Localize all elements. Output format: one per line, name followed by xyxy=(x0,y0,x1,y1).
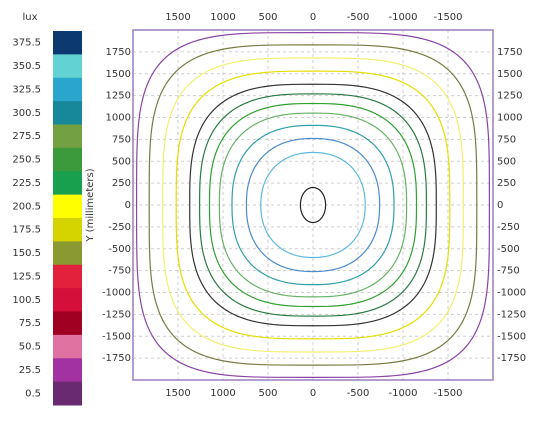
x-tick-label: 1000 xyxy=(210,388,235,399)
legend-label: 225.5 xyxy=(12,178,41,189)
legend-swatch xyxy=(53,31,82,55)
y-tick-label: -250 xyxy=(108,222,131,233)
y-tick-label: 500 xyxy=(497,156,516,167)
y-tick-label: 1000 xyxy=(497,113,522,124)
contours xyxy=(135,32,491,378)
y-tick-label: 1000 xyxy=(106,113,131,124)
legend-label: 0.5 xyxy=(25,388,41,399)
contour-line xyxy=(208,102,418,308)
y-tick-label: 750 xyxy=(497,134,516,145)
y-tick-label: 1250 xyxy=(106,91,131,102)
y-tick-label: -1750 xyxy=(497,353,526,364)
legend-swatch xyxy=(53,288,82,312)
legend-swatch xyxy=(53,358,82,383)
y-tick-label: -1750 xyxy=(102,353,131,364)
plot-border xyxy=(132,29,494,381)
legend-swatch xyxy=(53,124,82,149)
legend-label: 375.5 xyxy=(12,38,41,49)
contour-line xyxy=(162,57,464,353)
legend-label: 25.5 xyxy=(19,365,41,376)
x-tick-label: 500 xyxy=(258,388,277,399)
x-tick-label: 1000 xyxy=(210,12,235,23)
x-tick-label: -1000 xyxy=(388,388,417,399)
y-tick-label: -500 xyxy=(497,244,520,255)
x-tick-label: 500 xyxy=(258,12,277,23)
y-tick-label: 1500 xyxy=(106,69,131,80)
x-tick-label: 1500 xyxy=(165,388,190,399)
legend-label: 350.5 xyxy=(12,61,41,72)
contour-line xyxy=(189,83,437,327)
legend-swatch xyxy=(53,77,82,102)
legend-label: 50.5 xyxy=(19,342,41,353)
contour-line xyxy=(245,137,381,273)
contour-line xyxy=(198,93,428,317)
legend-swatch xyxy=(53,264,82,289)
legend-title: lux xyxy=(22,12,37,23)
legend-label: 275.5 xyxy=(12,131,41,142)
contour-line xyxy=(299,186,327,224)
contour-line xyxy=(260,151,366,259)
y-tick-label: 1250 xyxy=(497,91,522,102)
y-tick-label: 1500 xyxy=(497,69,522,80)
legend-swatch xyxy=(53,311,82,336)
legend-swatch xyxy=(53,147,82,172)
contour-line xyxy=(148,44,478,366)
y-tick-label: -1000 xyxy=(102,288,131,299)
y-axis-label: Y (millimeters) xyxy=(85,168,96,242)
x-tick-label: -500 xyxy=(347,12,370,23)
legend-swatch xyxy=(53,241,82,266)
y-tick-label: -1000 xyxy=(497,288,526,299)
y-tick-label: 750 xyxy=(112,134,131,145)
legend-swatch xyxy=(53,334,82,359)
contour-line xyxy=(175,70,451,340)
legend-label: 100.5 xyxy=(12,295,41,306)
y-tick-label: 250 xyxy=(497,178,516,189)
y-tick-label: -250 xyxy=(497,222,520,233)
x-tick-label: 0 xyxy=(310,388,316,399)
y-tick-label: -1250 xyxy=(102,309,131,320)
legend-swatch xyxy=(53,101,82,125)
y-tick-label: 1750 xyxy=(106,47,131,58)
contour-line xyxy=(231,124,395,286)
legend-label: 175.5 xyxy=(12,225,41,236)
legend-label: 300.5 xyxy=(12,108,41,119)
y-tick-label: -500 xyxy=(108,244,131,255)
y-tick-label: 0 xyxy=(125,200,131,211)
x-tick-label: 0 xyxy=(310,12,316,23)
y-tick-label: -750 xyxy=(497,266,520,277)
y-tick-label: 500 xyxy=(112,156,131,167)
legend-label: 325.5 xyxy=(12,84,41,95)
legend-swatch xyxy=(53,54,82,79)
legend-swatch xyxy=(53,194,82,219)
y-tick-label: 250 xyxy=(112,178,131,189)
x-tick-label: -1000 xyxy=(388,12,417,23)
y-tick-label: -1500 xyxy=(102,331,131,342)
y-tick-label: 0 xyxy=(497,200,503,211)
contour-line xyxy=(218,112,408,298)
y-tick-label: -1500 xyxy=(497,331,526,342)
x-tick-label: -500 xyxy=(347,388,370,399)
legend-label: 200.5 xyxy=(12,201,41,212)
x-tick-label: -1500 xyxy=(433,12,462,23)
legend-swatch xyxy=(53,381,82,406)
x-tick-label: -1500 xyxy=(433,388,462,399)
legend-label: 250.5 xyxy=(12,155,41,166)
legend-swatch xyxy=(53,218,82,242)
contour-line xyxy=(135,32,491,378)
y-tick-label: 1750 xyxy=(497,47,522,58)
legend-swatch xyxy=(53,171,82,196)
legend-label: 150.5 xyxy=(12,248,41,259)
legend-label: 125.5 xyxy=(12,271,41,282)
x-tick-label: 1500 xyxy=(165,12,190,23)
y-tick-label: -750 xyxy=(108,266,131,277)
y-tick-label: -1250 xyxy=(497,309,526,320)
legend-label: 75.5 xyxy=(19,318,41,329)
